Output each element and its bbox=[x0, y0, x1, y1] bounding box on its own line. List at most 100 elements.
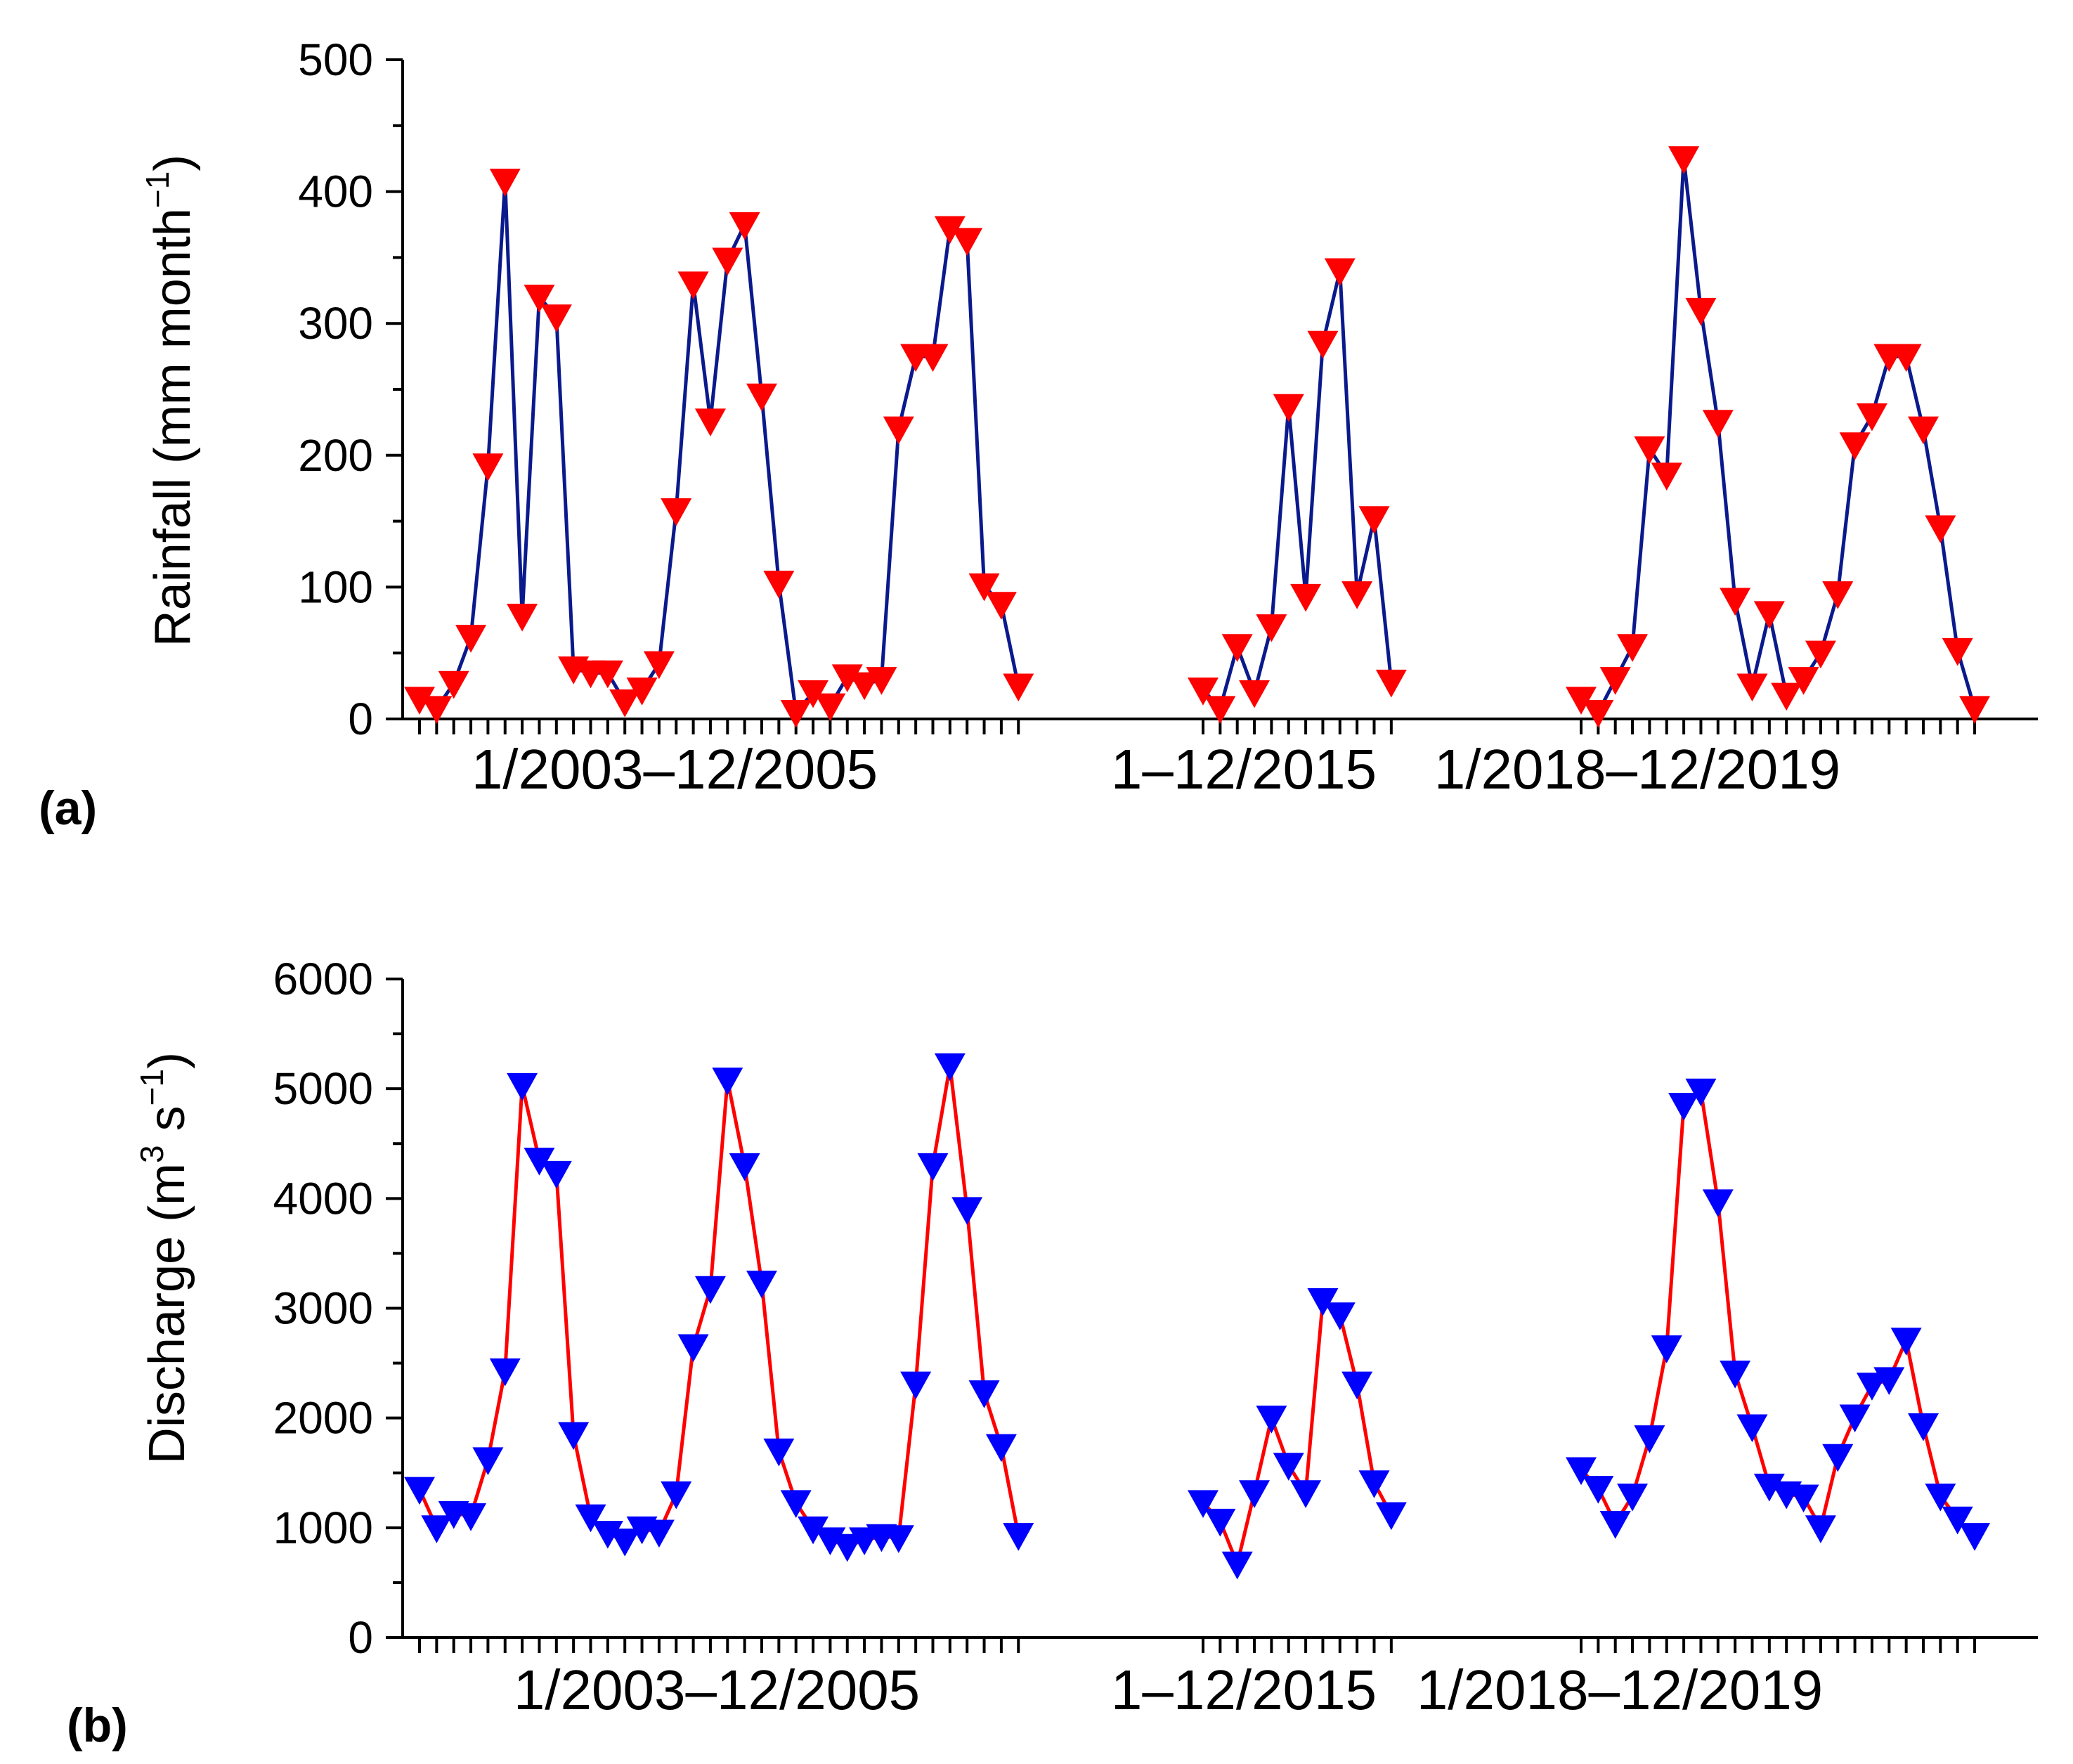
rainfall-data-point bbox=[1651, 462, 1682, 491]
rainfall-data-point bbox=[1375, 669, 1407, 698]
discharge-data-point bbox=[472, 1447, 504, 1476]
rainfall-y-tick-label: 300 bbox=[298, 298, 373, 349]
discharge-data-point bbox=[404, 1477, 435, 1505]
rainfall-y-tick-label: 0 bbox=[348, 694, 373, 744]
rainfall-data-point bbox=[1599, 667, 1631, 695]
discharge-data-point bbox=[1599, 1510, 1631, 1539]
rainfall-data-point bbox=[1736, 673, 1768, 702]
rainfall-data-point bbox=[1925, 515, 1956, 543]
discharge-data-point bbox=[1651, 1335, 1682, 1363]
rainfall-data-point bbox=[917, 344, 949, 372]
rainfall-y-title-main: Rainfall (mm month bbox=[145, 208, 201, 647]
rainfall-x-group-label: 1/2018–12/2019 bbox=[1434, 738, 1840, 800]
rainfall-data-point bbox=[1324, 258, 1356, 287]
rainfall-chart: Rainfall (mm month−1) 0 100 200 300 400 500 1/… bbox=[39, 34, 2038, 835]
rainfall-data-point bbox=[1188, 677, 1219, 706]
rainfall-data-point bbox=[1942, 637, 1973, 666]
discharge-data-point bbox=[1753, 1473, 1785, 1502]
discharge-data-point bbox=[694, 1276, 726, 1304]
discharge-data-point bbox=[1341, 1371, 1373, 1400]
discharge-data-point bbox=[1908, 1413, 1939, 1441]
discharge-y-tick-label: 3000 bbox=[273, 1283, 373, 1334]
rainfall-data-point bbox=[985, 592, 1017, 620]
rainfall-data-point bbox=[746, 383, 777, 412]
discharge-y-title-close: ) bbox=[139, 1052, 195, 1069]
discharge-y-tick-label: 6000 bbox=[273, 954, 373, 1004]
rainfall-data-point bbox=[831, 664, 863, 692]
rainfall-data-point bbox=[1617, 634, 1649, 662]
discharge-data-point bbox=[1942, 1506, 1973, 1535]
panel-label-b: (b) bbox=[67, 1699, 128, 1752]
discharge-data-point bbox=[1685, 1078, 1717, 1107]
discharge-data-point bbox=[1204, 1508, 1236, 1537]
rainfall-data-point bbox=[729, 212, 760, 240]
rainfall-data-point bbox=[1839, 432, 1871, 460]
rainfall-y-tick-label: 200 bbox=[298, 430, 373, 481]
rainfall-data-point bbox=[489, 168, 521, 197]
rainfall-data-point bbox=[609, 689, 641, 718]
rainfall-data-point bbox=[1771, 682, 1802, 711]
discharge-data-point bbox=[677, 1334, 709, 1363]
rainfall-data-point bbox=[1668, 146, 1700, 174]
rainfall-series-line bbox=[1202, 268, 1393, 711]
rainfall-data-point bbox=[438, 670, 469, 699]
discharge-data-point bbox=[712, 1068, 743, 1096]
discharge-data-point bbox=[1358, 1470, 1390, 1498]
rainfall-data-point bbox=[883, 416, 914, 445]
discharge-y-title-sup2: −1 bbox=[134, 1069, 170, 1105]
rainfall-data-point bbox=[951, 228, 983, 257]
rainfall-data-point bbox=[712, 247, 743, 276]
rainfall-data-point bbox=[421, 696, 453, 724]
rainfall-data-point bbox=[968, 573, 1000, 602]
svg-text:Rainfall (mm month−1): Rainfall (mm month−1) bbox=[139, 155, 201, 647]
discharge-data-point bbox=[421, 1515, 453, 1543]
discharge-data-point bbox=[1959, 1523, 1991, 1551]
discharge-y-tick-label: 2000 bbox=[273, 1393, 373, 1444]
discharge-data-point bbox=[1668, 1092, 1700, 1121]
rainfall-data-point bbox=[1685, 297, 1717, 326]
discharge-y-tick-label: 4000 bbox=[273, 1173, 373, 1224]
discharge-data-point bbox=[1307, 1288, 1339, 1316]
rainfall-data-point bbox=[472, 453, 504, 481]
rainfall-data-point bbox=[1204, 696, 1236, 724]
rainfall-data-point bbox=[1341, 581, 1373, 609]
discharge-data-point bbox=[489, 1358, 521, 1387]
discharge-data-point bbox=[1805, 1515, 1836, 1543]
discharge-plot-area: 0 1000 2000 3000 4000 5000 6000 1/2003–12/2005 1… bbox=[273, 954, 2038, 1721]
discharge-x-group-label: 1/2003–12/2005 bbox=[514, 1659, 920, 1721]
discharge-data-point bbox=[934, 1053, 966, 1082]
discharge-data-point bbox=[1188, 1490, 1219, 1518]
discharge-data-point bbox=[507, 1072, 538, 1101]
discharge-data-point bbox=[1003, 1523, 1034, 1551]
rainfall-data-point bbox=[1583, 700, 1614, 728]
rainfall-data-point bbox=[849, 672, 880, 701]
rainfall-data-point bbox=[1273, 394, 1304, 422]
rainfall-data-point bbox=[1221, 634, 1253, 662]
discharge-x-group-label: 1/2018–12/2019 bbox=[1417, 1659, 1823, 1721]
discharge-data-point bbox=[831, 1533, 863, 1562]
rainfall-data-point bbox=[1290, 583, 1322, 612]
rainfall-data-point bbox=[866, 667, 897, 695]
discharge-data-point bbox=[643, 1519, 675, 1548]
discharge-data-point bbox=[798, 1516, 829, 1545]
rainfall-data-point bbox=[507, 604, 538, 632]
rainfall-data-point bbox=[1256, 614, 1287, 642]
rainfall-data-point bbox=[626, 677, 658, 706]
discharge-data-point bbox=[968, 1380, 1000, 1408]
rainfall-data-point bbox=[592, 660, 623, 689]
rainfall-data-point bbox=[540, 304, 572, 332]
discharge-data-point bbox=[1822, 1444, 1854, 1472]
discharge-data-point bbox=[1256, 1406, 1287, 1434]
discharge-data-point bbox=[1839, 1404, 1871, 1433]
discharge-data-point bbox=[540, 1160, 572, 1189]
discharge-y-axis-title: Discharge (m3 s−1) bbox=[134, 1052, 195, 1464]
discharge-data-point bbox=[1583, 1476, 1614, 1504]
rainfall-data-point bbox=[455, 625, 487, 653]
rainfall-data-point bbox=[1702, 410, 1734, 438]
rainfall-data-point bbox=[934, 216, 966, 245]
rainfall-y-tick-label: 500 bbox=[298, 34, 373, 85]
discharge-data-point bbox=[917, 1153, 949, 1181]
discharge-chart: Discharge (m3 s−1) 0 1000 2000 3000 4000 5000… bbox=[67, 954, 2038, 1752]
discharge-data-point bbox=[1617, 1483, 1649, 1512]
